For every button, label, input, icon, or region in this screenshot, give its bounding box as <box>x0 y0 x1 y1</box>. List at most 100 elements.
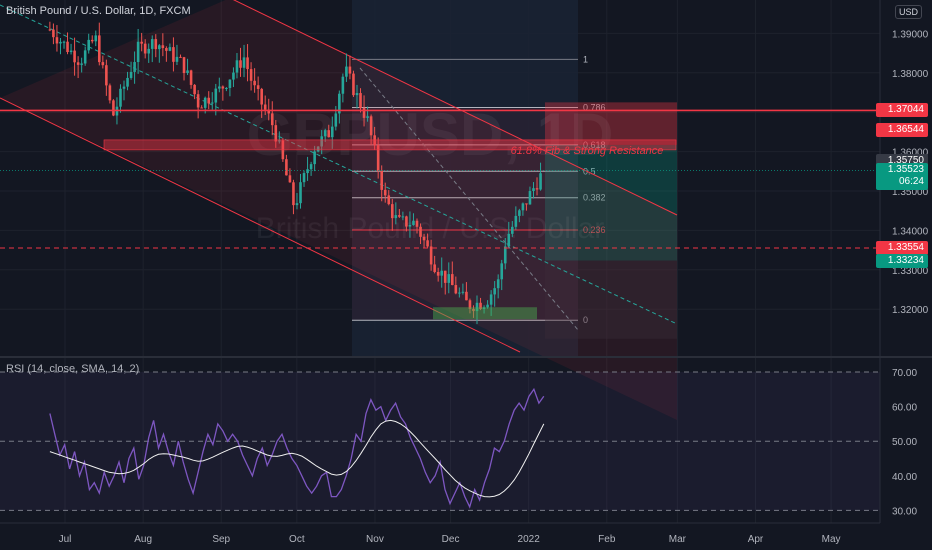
candle-body <box>218 86 221 89</box>
candle-body <box>249 69 253 81</box>
candle-body <box>366 116 369 118</box>
rsi-ma-line <box>49 419 545 498</box>
rsi-tick-label: 40.00 <box>892 472 917 483</box>
candle-body <box>440 270 444 276</box>
channel-upper <box>232 0 678 216</box>
candle-body <box>525 203 528 205</box>
candle-body <box>295 203 299 206</box>
candle-body <box>330 126 334 138</box>
candle-body <box>299 182 302 204</box>
candle-body <box>83 50 87 64</box>
candle-body <box>539 173 542 190</box>
candle-body <box>352 73 355 96</box>
candle-body <box>242 57 246 68</box>
rsi-tick-label: 70.00 <box>892 368 917 379</box>
time-tick-label: Jul <box>59 534 72 545</box>
regression-channel <box>0 0 678 420</box>
watermark-name: British Pound / U.S. Dollar <box>256 212 604 245</box>
rsi-tick-label: 50.00 <box>892 437 917 448</box>
currency-button[interactable]: USD <box>895 5 923 19</box>
candle-body <box>210 102 214 104</box>
candle-body <box>94 35 98 42</box>
candle-body <box>376 145 380 171</box>
candle-body <box>150 39 154 49</box>
candle-body <box>62 41 66 43</box>
candle-body <box>475 302 479 312</box>
price-tag: 1.33554 <box>876 240 928 255</box>
rsi-tick-label: 60.00 <box>892 403 917 414</box>
candle-body <box>232 72 235 80</box>
fib-level-label: 1 <box>583 54 588 64</box>
candle-body <box>419 226 422 237</box>
candle-body <box>309 164 313 170</box>
candle-body <box>323 130 327 137</box>
candle-body <box>313 151 316 165</box>
candle-body <box>405 216 408 227</box>
candle-body <box>348 66 352 74</box>
candle-body <box>182 57 186 74</box>
rsi-title: RSI (14, close, SMA, 14, 2) <box>6 363 140 375</box>
candle-body <box>518 210 521 216</box>
candle-body <box>500 263 504 280</box>
candle-body <box>267 109 271 114</box>
candle-body <box>468 300 472 309</box>
candle-body <box>98 35 101 63</box>
candle-body <box>274 125 278 142</box>
candle-body <box>175 56 179 62</box>
price-tick-label: 1.38000 <box>892 69 929 80</box>
candle-body <box>179 56 182 58</box>
candle-body <box>126 77 129 87</box>
channel-fill <box>0 0 677 420</box>
rsi-line <box>49 387 545 509</box>
candle-body <box>521 203 525 211</box>
candle-body <box>390 204 394 219</box>
rsi-tick-label: 30.00 <box>892 506 917 517</box>
candle-body <box>136 41 140 63</box>
candle-body <box>59 41 62 44</box>
trend-line <box>359 67 579 331</box>
price-tick-label: 1.34000 <box>892 226 929 237</box>
candle-body <box>172 47 175 62</box>
candle-body <box>316 146 320 152</box>
time-tick-label: Mar <box>669 534 687 545</box>
candle-body <box>161 45 165 49</box>
candle-body <box>479 302 482 309</box>
price-tick-label: 1.39000 <box>892 29 929 40</box>
chart-title: British Pound / U.S. Dollar, 1D, FXCM <box>6 5 191 17</box>
support-zone <box>433 307 537 320</box>
candle-body <box>105 65 108 86</box>
time-tick-label: Dec <box>442 534 460 545</box>
candle-body <box>52 29 55 38</box>
candle-body <box>341 76 345 94</box>
price-tag: 1.36544 <box>876 123 928 138</box>
candle-body <box>239 60 242 68</box>
candle-body <box>129 71 133 78</box>
candle-body <box>408 224 412 227</box>
candle-body <box>253 80 256 86</box>
candle-body <box>482 307 486 309</box>
candle-body <box>426 240 429 247</box>
fib-level-label: 0.618 <box>583 140 606 150</box>
candle-body <box>168 47 172 51</box>
candle-body <box>387 195 391 205</box>
candle-body <box>503 246 507 264</box>
candle-body <box>196 94 200 108</box>
candle-body <box>493 288 496 295</box>
candle-body <box>338 93 341 114</box>
candle-body <box>214 88 218 103</box>
candle-body <box>147 48 151 54</box>
candle-body <box>489 294 493 305</box>
candle-body <box>461 291 465 293</box>
candle-body <box>362 108 366 118</box>
candle-body <box>66 41 69 53</box>
candle-body <box>355 93 359 96</box>
candle-body <box>511 226 514 234</box>
candle-body <box>108 85 112 101</box>
candle-body <box>496 279 500 289</box>
candle-body <box>263 104 267 110</box>
candle-body <box>119 88 122 107</box>
candle-body <box>433 264 436 272</box>
candle-body <box>122 86 126 89</box>
candle-body <box>528 191 532 205</box>
